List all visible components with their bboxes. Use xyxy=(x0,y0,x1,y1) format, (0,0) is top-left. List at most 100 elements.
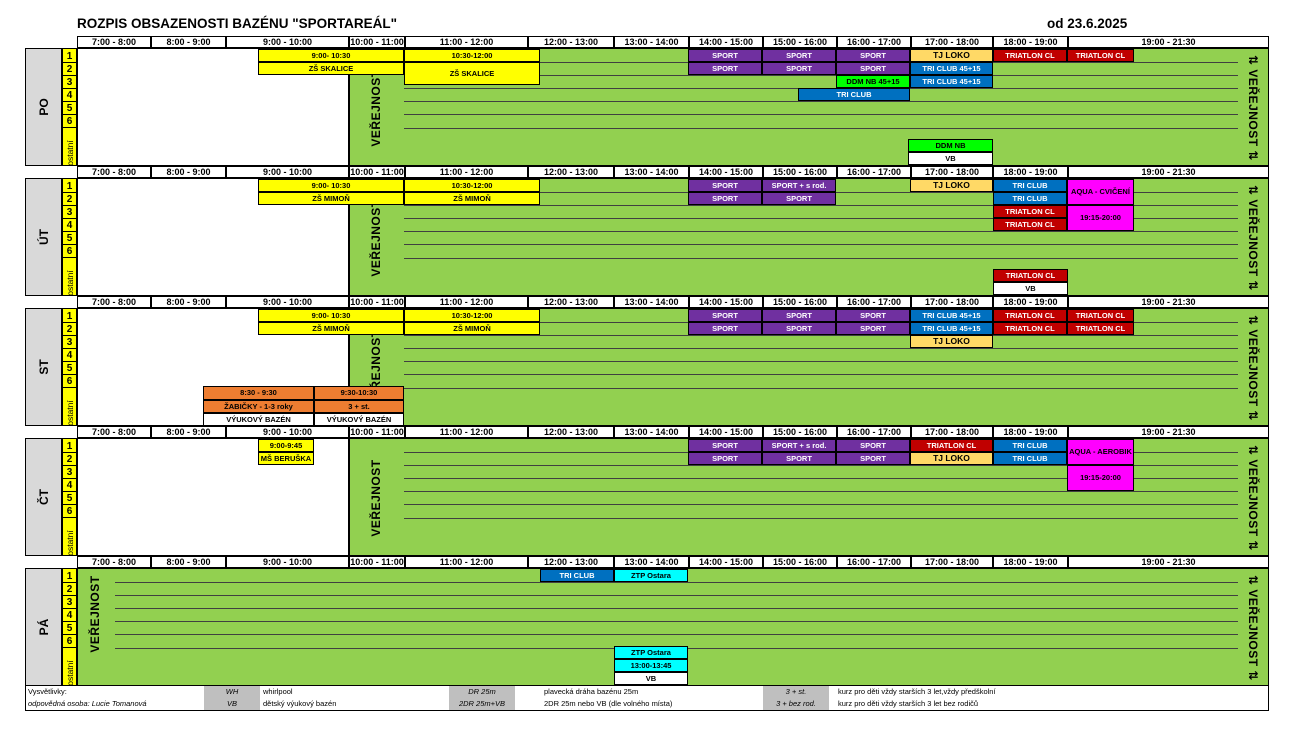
ostatni-label: ostatní xyxy=(63,530,76,556)
ostatni-text: ostatní xyxy=(64,140,75,166)
booking-block[interactable]: ZŠ SKALICE xyxy=(258,62,404,75)
booking-block[interactable]: 8:30 - 9:30 xyxy=(203,386,314,400)
booking-block[interactable]: AQUA - CVIČENÍ xyxy=(1067,179,1134,205)
lane-number: 2 xyxy=(63,453,76,466)
booking-block[interactable]: TRI CLUB xyxy=(540,569,614,582)
booking-block[interactable]: 9:30-10:30 xyxy=(314,386,404,400)
booking-block[interactable]: SPORT xyxy=(836,49,910,62)
legend-description: plavecká dráha bazénu 25m xyxy=(544,687,639,696)
booking-block[interactable]: SPORT xyxy=(762,309,836,322)
booking-block[interactable]: ZŠ MIMOŇ xyxy=(404,322,540,335)
booking-block[interactable]: DDM NB xyxy=(908,139,993,152)
day-label-box: PÁ xyxy=(25,568,62,686)
booking-block[interactable]: ZŠ MIMOŇ xyxy=(404,192,540,205)
booking-block[interactable]: TRI CLUB xyxy=(798,88,910,101)
booking-block[interactable]: SPORT xyxy=(688,439,762,452)
booking-block[interactable]: TRIATLON CL xyxy=(993,205,1067,218)
lane-separator-line xyxy=(404,128,1238,129)
time-header-cell: 16:00 - 17:00 xyxy=(837,296,911,308)
booking-block[interactable]: TRI CLUB xyxy=(993,452,1067,465)
booking-block[interactable]: TRIATLON CL xyxy=(993,309,1067,322)
booking-block[interactable]: ZTP Ostara xyxy=(614,569,688,582)
booking-block[interactable]: SPORT xyxy=(688,192,762,205)
time-header-cell: 12:00 - 13:00 xyxy=(528,36,614,48)
booking-block[interactable]: 3 + st. xyxy=(314,400,404,413)
lane-number-strip: 1 2 3 4 5 6 ostatní xyxy=(62,568,77,686)
time-header-cell: 12:00 - 13:00 xyxy=(528,556,614,568)
lane-separator-line xyxy=(115,582,1238,583)
booking-block[interactable]: TRI CLUB 45+15 xyxy=(910,322,993,335)
booking-block[interactable]: ZŠ SKALICE xyxy=(404,62,540,85)
booking-block[interactable]: ŽABIČKY - 1-3 roky xyxy=(203,400,314,413)
booking-block[interactable]: SPORT xyxy=(762,452,836,465)
booking-block[interactable]: VB xyxy=(908,152,993,165)
booking-block[interactable]: 9:00- 10:30 xyxy=(258,179,404,192)
schedule-date: od 23.6.2025 xyxy=(1047,16,1128,31)
booking-block[interactable]: TJ LOKO xyxy=(910,179,993,192)
booking-block[interactable]: 19:15-20:00 xyxy=(1067,465,1134,491)
booking-block[interactable]: TJ LOKO xyxy=(910,49,993,62)
time-header-cell: 19:00 - 21:30 xyxy=(1068,36,1269,48)
booking-block[interactable]: SPORT xyxy=(688,62,762,75)
legend-description: whirlpool xyxy=(263,687,293,696)
booking-block[interactable]: TRIATLON CL xyxy=(1067,322,1134,335)
booking-block[interactable]: SPORT xyxy=(688,179,762,192)
booking-block[interactable]: TRI CLUB xyxy=(993,192,1067,205)
booking-block[interactable]: SPORT xyxy=(688,309,762,322)
booking-block[interactable]: AQUA - AEROBIK xyxy=(1067,439,1134,465)
booking-block[interactable]: TRIATLON CL xyxy=(993,49,1067,62)
booking-block[interactable]: VB xyxy=(614,672,688,685)
booking-block[interactable]: TRIATLON CL xyxy=(910,439,993,452)
booking-block[interactable]: SPORT xyxy=(836,439,910,452)
booking-block[interactable]: SPORT xyxy=(836,62,910,75)
booking-block[interactable]: SPORT xyxy=(762,192,836,205)
booking-block[interactable]: SPORT + s rod. xyxy=(762,439,836,452)
booking-block[interactable]: SPORT xyxy=(836,322,910,335)
booking-block[interactable]: TRIATLON CL xyxy=(1067,49,1134,62)
booking-block[interactable]: SPORT xyxy=(762,322,836,335)
booking-block[interactable]: 9:00- 10:30 xyxy=(258,49,404,62)
booking-block[interactable]: SPORT + s rod. xyxy=(762,179,836,192)
booking-block[interactable]: 13:00-13:45 xyxy=(614,659,688,672)
booking-block[interactable]: VÝUKOVÝ BAZÉN xyxy=(203,413,314,426)
legend-title: Vysvětlivky: xyxy=(28,687,67,696)
time-header-cell: 19:00 - 21:30 xyxy=(1068,426,1269,438)
booking-block[interactable]: TJ LOKO xyxy=(910,335,993,348)
booking-block[interactable]: SPORT xyxy=(688,452,762,465)
booking-block[interactable]: TRIATLON CL xyxy=(1067,309,1134,322)
booking-block[interactable]: 10:30-12:00 xyxy=(404,49,540,62)
time-header-cell: 13:00 - 14:00 xyxy=(614,426,689,438)
lane-number: 6 xyxy=(63,245,76,258)
booking-block[interactable]: TRIATLON CL xyxy=(993,218,1067,231)
booking-block[interactable]: TRI CLUB xyxy=(993,439,1067,452)
day-label: ČT xyxy=(36,489,51,505)
booking-block[interactable]: SPORT xyxy=(836,309,910,322)
booking-block[interactable]: ZŠ MIMOŇ xyxy=(258,192,404,205)
booking-block[interactable]: SPORT xyxy=(836,452,910,465)
booking-block[interactable]: TRI CLUB 45+15 xyxy=(910,309,993,322)
booking-block[interactable]: 9:00-9:45 xyxy=(258,439,314,452)
time-header-cell: 17:00 - 18:00 xyxy=(911,36,993,48)
booking-block[interactable]: 10:30-12:00 xyxy=(404,309,540,322)
booking-block[interactable]: ZTP Ostara xyxy=(614,646,688,659)
booking-block[interactable]: 10:30-12:00 xyxy=(404,179,540,192)
booking-block[interactable]: DDM NB 45+15 xyxy=(836,75,910,88)
booking-block[interactable]: TRI CLUB 45+15 xyxy=(910,75,993,88)
booking-block[interactable]: VÝUKOVÝ BAZÉN xyxy=(314,413,404,426)
booking-block[interactable]: SPORT xyxy=(688,322,762,335)
booking-block[interactable]: MŠ BERUŠKA xyxy=(258,452,314,465)
booking-block[interactable]: SPORT xyxy=(762,62,836,75)
booking-block[interactable]: 19:15-20:00 xyxy=(1067,205,1134,231)
booking-block[interactable]: TRI CLUB xyxy=(993,179,1067,192)
booking-block[interactable]: SPORT xyxy=(688,49,762,62)
booking-block[interactable]: TRI CLUB 45+15 xyxy=(910,62,993,75)
booking-block[interactable]: 9:00- 10:30 xyxy=(258,309,404,322)
booking-block[interactable]: TJ LOKO xyxy=(910,452,993,465)
ostatni-text: ostatní xyxy=(64,530,75,556)
booking-block[interactable]: TRIATLON CL xyxy=(993,269,1068,282)
booking-block[interactable]: ZŠ MIMOŇ xyxy=(258,322,404,335)
booking-block[interactable]: SPORT xyxy=(762,49,836,62)
booking-block[interactable]: VB xyxy=(993,282,1068,295)
legend-abbr: 3 + st. xyxy=(763,686,829,698)
booking-block[interactable]: TRIATLON CL xyxy=(993,322,1067,335)
